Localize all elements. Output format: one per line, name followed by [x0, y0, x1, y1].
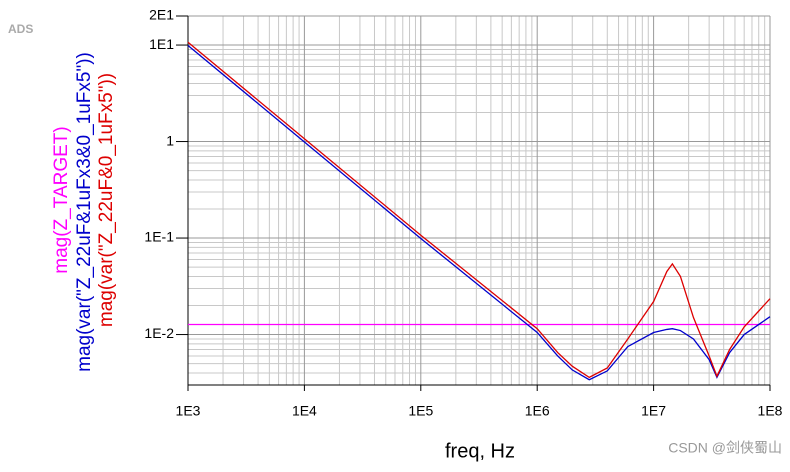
line — [187, 41, 771, 379]
x-tick-label: 1E6 — [525, 403, 550, 419]
legend-label: mag(var("Z_22uF&1uFx3&0_1uFx5")) — [74, 52, 95, 372]
y-tick-label: 1E-2 — [144, 325, 174, 341]
x-tick-label: 1E3 — [176, 403, 201, 419]
legend-label: mag(Z_TARGET) — [51, 126, 72, 273]
y-tick-label: 1E-1 — [144, 229, 174, 245]
y-tick-label: 2E1 — [149, 7, 174, 23]
watermark: CSDN @剑侠蜀山 — [668, 440, 782, 456]
y-tick-label: 1E1 — [149, 36, 174, 52]
logo: ADS — [8, 22, 33, 36]
x-tick-label: 1E4 — [292, 403, 317, 419]
x-tick-label: 1E7 — [641, 403, 666, 419]
x-axis-label: freq, Hz — [445, 440, 515, 462]
legend-label: mag(var("Z_22uF&0_1uFx5")) — [96, 73, 117, 327]
y-tick-label: 1 — [166, 132, 174, 148]
x-tick-label: 1E8 — [758, 403, 783, 419]
x-tick-label: 1E5 — [408, 403, 433, 419]
